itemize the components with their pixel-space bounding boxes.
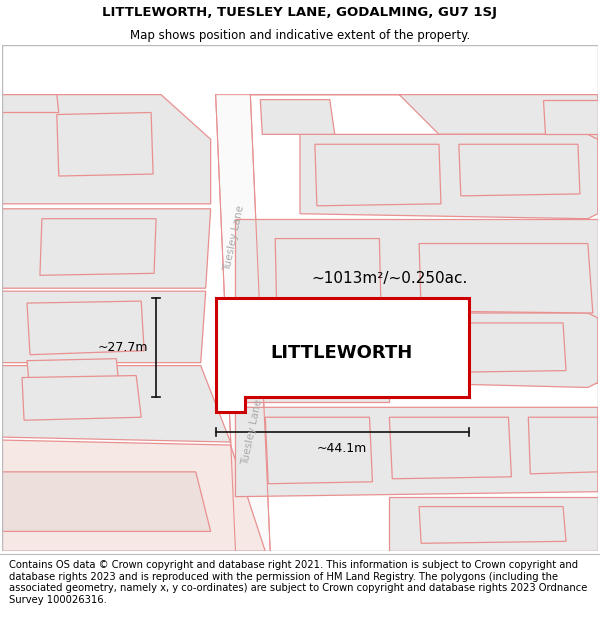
Polygon shape <box>419 507 566 543</box>
Polygon shape <box>2 366 230 442</box>
Polygon shape <box>543 99 598 134</box>
Polygon shape <box>2 440 265 551</box>
Polygon shape <box>429 323 566 372</box>
Text: Tuesley Lane: Tuesley Lane <box>223 205 247 272</box>
Polygon shape <box>2 291 206 362</box>
Polygon shape <box>389 497 598 551</box>
Polygon shape <box>235 219 598 402</box>
Polygon shape <box>529 418 598 474</box>
Polygon shape <box>215 298 469 412</box>
Text: LITTLEWORTH, TUESLEY LANE, GODALMING, GU7 1SJ: LITTLEWORTH, TUESLEY LANE, GODALMING, GU… <box>103 6 497 19</box>
Text: Contains OS data © Crown copyright and database right 2021. This information is : Contains OS data © Crown copyright and d… <box>9 560 587 605</box>
Polygon shape <box>40 219 156 275</box>
Polygon shape <box>315 144 441 206</box>
Polygon shape <box>215 94 270 551</box>
Polygon shape <box>265 418 373 484</box>
Text: Map shows position and indicative extent of the property.: Map shows position and indicative extent… <box>130 29 470 42</box>
Polygon shape <box>235 408 598 497</box>
Polygon shape <box>300 134 598 219</box>
Polygon shape <box>27 359 118 382</box>
Polygon shape <box>57 112 153 176</box>
Polygon shape <box>2 472 211 531</box>
Polygon shape <box>2 94 211 204</box>
Text: ~44.1m: ~44.1m <box>317 442 367 455</box>
Polygon shape <box>2 94 59 112</box>
Polygon shape <box>260 99 335 134</box>
Polygon shape <box>22 376 141 420</box>
Polygon shape <box>27 301 144 355</box>
Polygon shape <box>2 209 211 288</box>
Text: Tuesley Lane: Tuesley Lane <box>241 398 264 466</box>
Polygon shape <box>389 418 511 479</box>
Text: ~1013m²/~0.250ac.: ~1013m²/~0.250ac. <box>311 271 467 286</box>
Polygon shape <box>389 313 598 388</box>
Polygon shape <box>459 144 580 196</box>
Polygon shape <box>250 94 598 144</box>
Polygon shape <box>419 244 593 313</box>
Polygon shape <box>275 239 382 330</box>
Text: LITTLEWORTH: LITTLEWORTH <box>271 344 413 362</box>
Text: ~27.7m: ~27.7m <box>98 341 148 354</box>
